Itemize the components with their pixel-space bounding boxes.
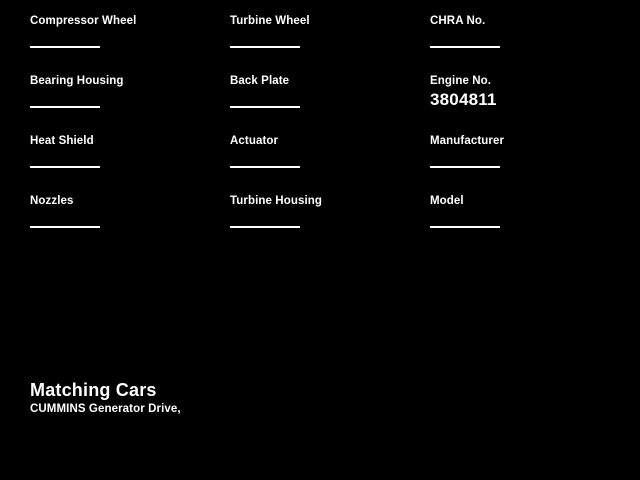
spec-label: Turbine Wheel: [230, 15, 310, 27]
matching-cars-title: Matching Cars: [30, 380, 157, 400]
spec-label: Model: [430, 195, 464, 207]
spec-divider: [430, 46, 500, 48]
spec-divider: [230, 166, 300, 168]
spec-field-chra-no[interactable]: CHRA No.: [430, 14, 620, 74]
spec-field-turbine-housing[interactable]: Turbine Housing: [230, 194, 420, 254]
matching-cars-section: Matching Cars CUMMINS Generator Drive,: [30, 380, 450, 416]
spec-label: Back Plate: [230, 75, 290, 87]
spec-divider: [30, 106, 100, 108]
spec-field-turbine-wheel[interactable]: Turbine Wheel: [230, 14, 420, 74]
spec-label: CHRA No.: [430, 15, 486, 27]
spec-divider: [230, 46, 300, 48]
matching-cars-entry: CUMMINS Generator Drive,: [30, 403, 181, 415]
spec-value-engine-no: 3804811: [430, 90, 497, 109]
spec-divider: [30, 46, 100, 48]
spec-label: Engine No.: [430, 75, 492, 87]
spec-divider: [230, 226, 300, 228]
spec-divider: [30, 166, 100, 168]
spec-label: Heat Shield: [30, 135, 94, 147]
spec-field-nozzles[interactable]: Nozzles: [30, 194, 220, 254]
spec-field-manufacturer[interactable]: Manufacturer: [430, 134, 620, 194]
spec-field-compressor-wheel[interactable]: Compressor Wheel: [30, 14, 220, 74]
spec-field-engine-no[interactable]: Engine No. 3804811: [430, 74, 620, 134]
spec-label: Bearing Housing: [30, 75, 124, 87]
spec-field-heat-shield[interactable]: Heat Shield: [30, 134, 220, 194]
spec-field-bearing-housing[interactable]: Bearing Housing: [30, 74, 220, 134]
spec-field-model[interactable]: Model: [430, 194, 620, 254]
spec-label: Manufacturer: [430, 135, 505, 147]
spec-divider: [430, 226, 500, 228]
spec-divider: [430, 166, 500, 168]
spec-label: Compressor Wheel: [30, 15, 137, 27]
spec-label: Actuator: [230, 135, 279, 147]
spec-label: Turbine Housing: [230, 195, 323, 207]
spec-divider: [230, 106, 300, 108]
spec-label: Nozzles: [30, 195, 74, 207]
spec-field-actuator[interactable]: Actuator: [230, 134, 420, 194]
spec-field-back-plate[interactable]: Back Plate: [230, 74, 420, 134]
spec-divider: [30, 226, 100, 228]
